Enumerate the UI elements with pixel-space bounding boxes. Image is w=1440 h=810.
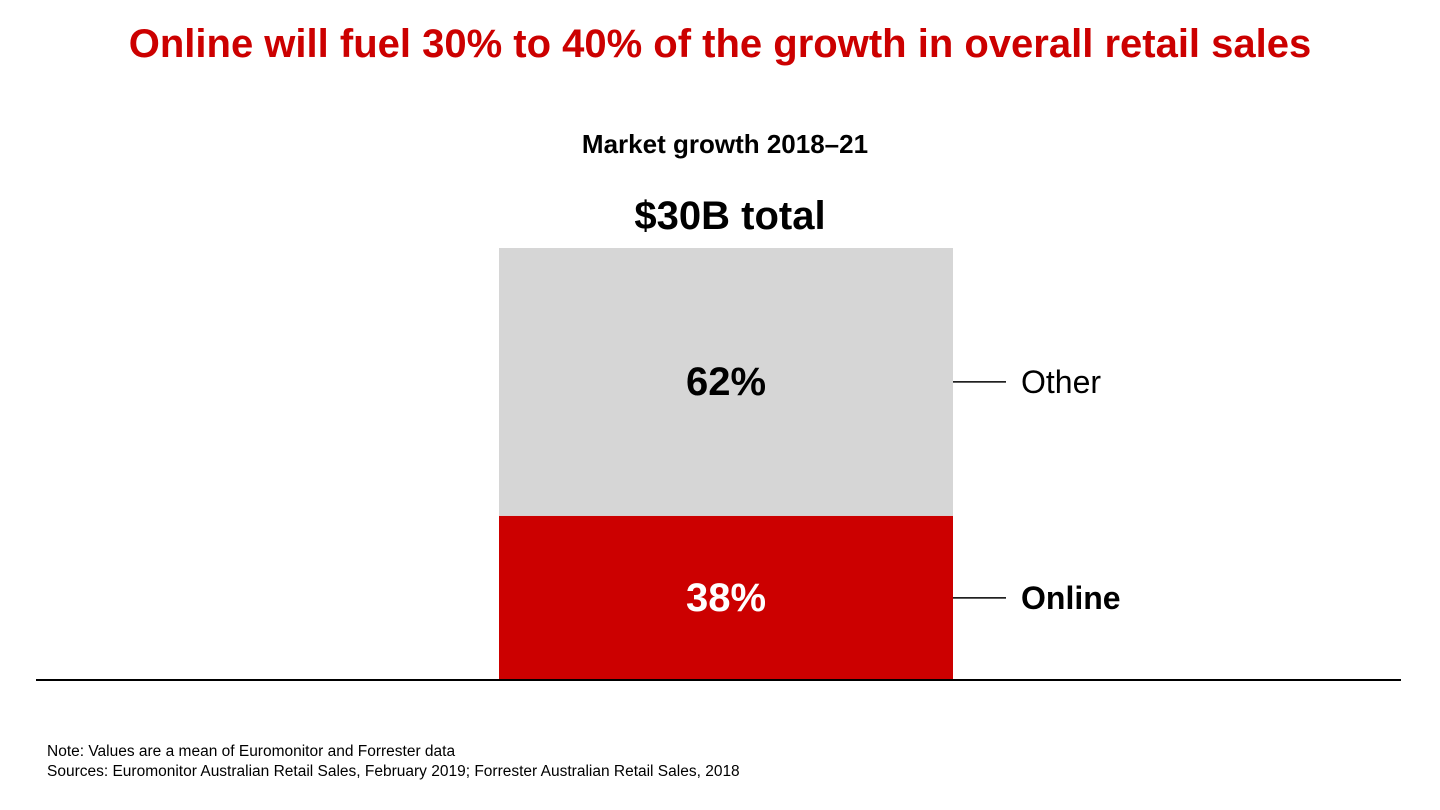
chart-title: Market growth 2018–21	[582, 129, 868, 159]
stacked-bar-chart: Market growth 2018–21 $30B total 38% Onli…	[36, 129, 1401, 681]
sources-text: Sources: Euromonitor Australian Retail S…	[47, 763, 740, 780]
series-label-other: Other	[1021, 364, 1101, 400]
footnotes: Note: Values are a mean of Euromonitor a…	[47, 742, 740, 782]
page-title: Online will fuel 30% to 40% of the growt…	[128, 22, 1312, 66]
data-label-online: 38%	[686, 576, 766, 620]
chart-total-label: $30B total	[634, 194, 825, 238]
bar-segment-other	[499, 248, 953, 516]
data-label-other: 62%	[686, 360, 766, 404]
note-text: Note: Values are a mean of Euromonitor a…	[47, 743, 456, 760]
bar-segments: 38% Online 62% Other	[499, 248, 1121, 680]
series-label-online: Online	[1021, 580, 1121, 616]
bar-segment-online	[499, 515, 953, 680]
